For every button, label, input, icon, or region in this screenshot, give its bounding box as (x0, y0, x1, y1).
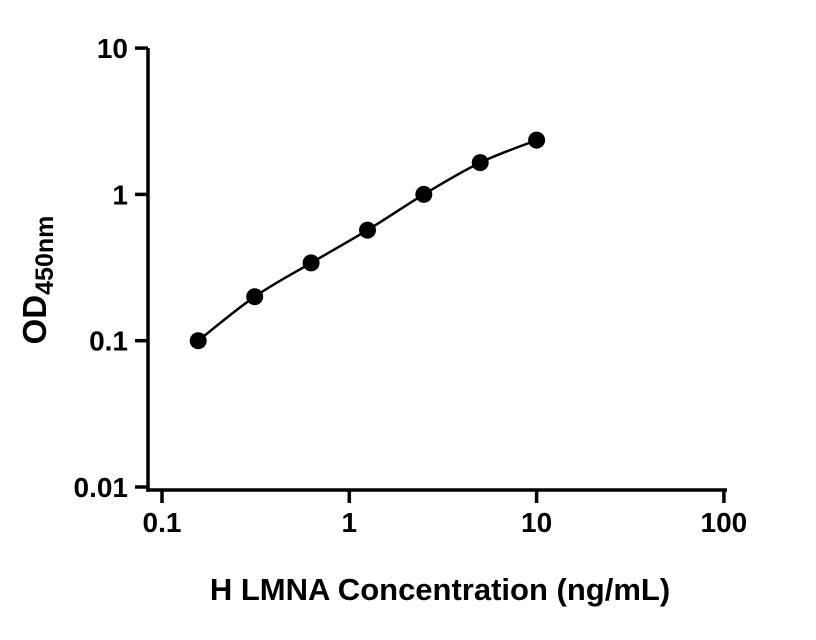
chart-plot-area: 0.1 1 10 100 0.01 0.1 1 10 (74, 33, 748, 538)
data-point-marker (302, 254, 320, 272)
y-tick-label: 1 (112, 179, 128, 210)
y-axis-title: OD450nm (16, 216, 59, 345)
x-tick-label: 10 (521, 507, 552, 538)
y-tick-label: 0.1 (89, 326, 128, 357)
data-point-marker (246, 288, 264, 306)
x-tick-label: 1 (342, 507, 358, 538)
x-tick-label: 0.1 (143, 507, 182, 538)
data-point-marker (415, 185, 433, 203)
data-point-marker (528, 131, 546, 149)
data-point-marker (189, 332, 207, 350)
x-tick-label: 100 (701, 507, 748, 538)
y-axis-title-main: OD (16, 295, 53, 345)
y-tick-label: 10 (97, 33, 128, 64)
y-axis-title-subscript: 450nm (31, 216, 59, 295)
data-point-marker (359, 221, 376, 239)
y-tick-label: 0.01 (74, 472, 129, 503)
standard-curve-line (197, 138, 538, 342)
x-axis-title: H LMNA Concentration (ng/mL) (210, 572, 670, 607)
data-point-marker (471, 154, 489, 172)
